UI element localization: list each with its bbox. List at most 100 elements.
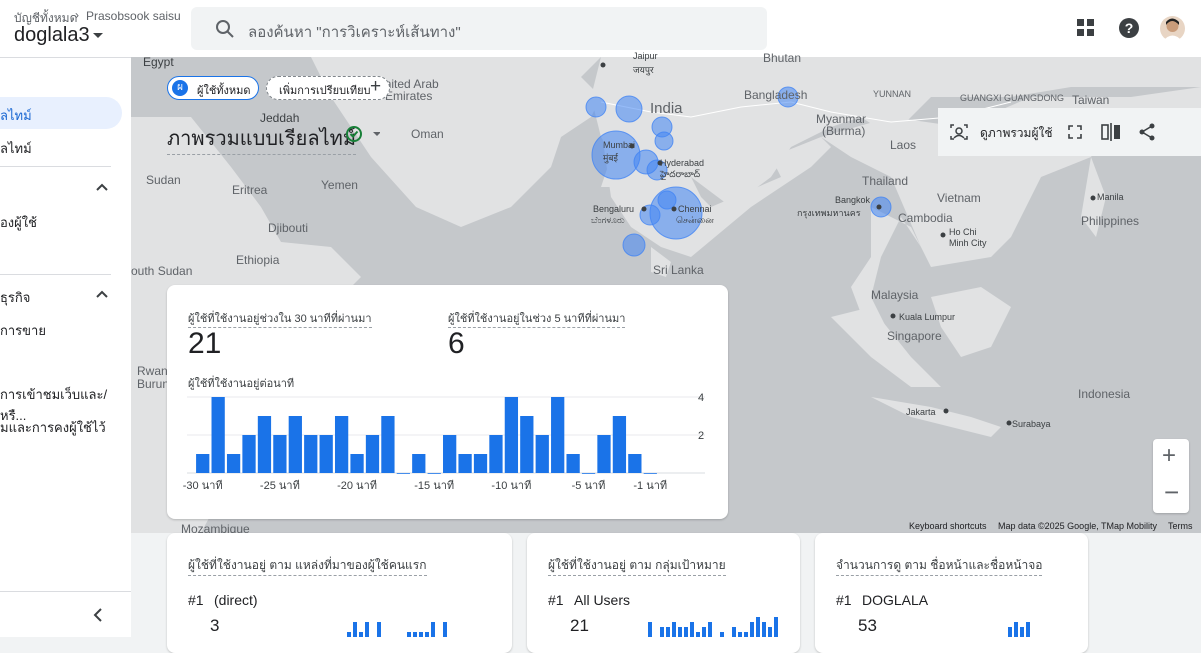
add-comparison-label: เพิ่มการเปรียบเทียบ [279, 85, 371, 97]
map-footer[interactable]: Keyboard shortcuts [909, 521, 987, 531]
map-label: Philippines [1081, 214, 1140, 228]
rank: #1 [836, 592, 852, 608]
divider [0, 274, 111, 275]
map-label: Eritrea [232, 183, 268, 197]
rank: #1 [188, 592, 204, 608]
metric-label: ผู้ใช้ที่ใช้งานอยู่ช่วงใน 30 นาทีที่ผ่าน… [188, 309, 372, 328]
map-label: Chennai [678, 204, 712, 214]
map-label: Manila [1097, 192, 1124, 202]
zoom-in[interactable]: + [1162, 442, 1177, 469]
map-label: Singapore [887, 329, 942, 343]
map-label: मुंबई [603, 153, 618, 163]
breadcrumb-account[interactable]: Prasobsook saisud [86, 9, 181, 23]
map-label: Surabaya [1012, 419, 1051, 429]
card-title[interactable]: ผู้ใช้ที่ใช้งานอยู่ ตาม กลุ่มเป้าหมาย [548, 556, 726, 576]
page-title: ภาพรวมแบบเรียลไทม์ [167, 122, 357, 155]
dropdown-icon[interactable] [92, 32, 104, 40]
svg-text:?: ? [1125, 20, 1134, 36]
map-label: Bangkok [835, 195, 871, 205]
property-name[interactable]: doglala3 [14, 24, 90, 46]
card-title[interactable]: จำนวนการดู ตาม ชื่อหน้าและชื่อหน้าจอ [836, 556, 1043, 576]
map-label: Bengaluru [593, 204, 635, 214]
map-label: Jeddah [260, 111, 300, 125]
nav-item[interactable]: การขาย [0, 323, 46, 338]
map-label: जयपुर [633, 65, 654, 75]
map-label: Oman [411, 127, 444, 141]
compare-icon[interactable] [1101, 123, 1121, 141]
nav-item[interactable]: ลไทม์ [0, 141, 32, 156]
metric-value: 6 [448, 327, 465, 360]
fullscreen-icon[interactable] [1068, 125, 1082, 139]
sidebar: ลไทม์ ลไทม์ องผู้ใช้ ธุรกิจ การขาย การเข… [0, 58, 131, 637]
search-placeholder: ลองค้นหา "การวิเคราะห์เส้นทาง" [248, 24, 461, 41]
header: บัญชีทั้งหมด › Prasobsook saisud doglala… [0, 0, 1201, 58]
map-label: Bangladesh [744, 88, 808, 102]
row-name: DOGLALA [862, 592, 929, 608]
add-comparison[interactable]: เพิ่มการเปรียบเทียบ + [266, 76, 390, 100]
map-label: Ho Chi [949, 227, 977, 237]
map-label: YUNNAN [873, 89, 912, 99]
map-label: outh Sudan [131, 264, 193, 278]
row-name: All Users [574, 592, 631, 608]
collapse-icon[interactable] [96, 183, 108, 191]
map-label: Jaipur [633, 51, 658, 61]
card-title[interactable]: ผู้ใช้ที่ใช้งานอยู่ ตาม แหล่งที่มาของผู้… [188, 556, 427, 576]
map-label: Laos [890, 138, 917, 152]
map-label: Sudan [146, 173, 181, 187]
collapse-icon[interactable] [96, 290, 108, 298]
map-label: ಬೆಂಗಳೂರು [591, 215, 625, 225]
map-label: Myanmar [816, 112, 867, 126]
map-label: (Burma) [822, 124, 866, 138]
map-label: Minh City [949, 238, 987, 248]
map-toolbar: ดูภาพรวมผู้ใช้ [938, 108, 1201, 156]
avatar[interactable] [1160, 16, 1185, 41]
nav-item[interactable]: องผู้ใช้ [0, 215, 37, 230]
map-label: Jakarta [906, 407, 936, 417]
help-icon[interactable]: ? [1118, 17, 1140, 39]
collapse-nav-icon[interactable] [93, 608, 103, 622]
map-label: United Arab [376, 77, 439, 91]
nav-item[interactable]: ลไทม์ [0, 108, 32, 123]
divider [0, 166, 111, 167]
breadcrumb-root[interactable]: บัญชีทั้งหมด [14, 11, 78, 25]
search-box[interactable]: ลองค้นหา "การวิเคราะห์เส้นทาง" [191, 7, 767, 50]
map-label: Mozambique [181, 522, 250, 536]
nav-item[interactable]: การเข้าชมเว็บและ/หรื... [0, 387, 108, 423]
map-footer[interactable]: Terms [1168, 521, 1193, 531]
apps-icon[interactable] [1077, 19, 1095, 37]
chip-label: ผู้ใช้ทั้งหมด [197, 85, 251, 97]
row-name: (direct) [214, 592, 258, 608]
chip-all-users[interactable]: ผ ผู้ใช้ทั้งหมด [167, 76, 259, 100]
plus-icon: + [370, 76, 382, 97]
row-value: 21 [570, 616, 589, 635]
share-icon[interactable] [1138, 123, 1156, 141]
snapshot-icon[interactable] [950, 124, 968, 140]
audience-card [527, 533, 800, 653]
map-label: Bhutan [763, 51, 802, 65]
row-value: 3 [210, 616, 220, 635]
zoom-out[interactable]: − [1164, 477, 1180, 507]
map-label: Mumbai [603, 140, 636, 150]
map-label: சென்னை [676, 215, 714, 225]
map-label: กรุงเทพมหานคร [797, 208, 861, 218]
zoom-control: + − [1153, 439, 1189, 513]
map-label: హైదరాబాద్ [660, 169, 701, 179]
search-icon [216, 20, 234, 38]
chip-avatar: ผ [172, 80, 188, 96]
map-label: Hyderabad [660, 158, 705, 168]
user-snapshot[interactable]: ดูภาพรวมผู้ใช้ [980, 126, 1053, 140]
source-card [167, 533, 512, 653]
map-label: India [650, 100, 683, 117]
metric-value: 21 [188, 327, 222, 360]
map-label: Cambodia [898, 211, 953, 225]
metric-label: ผู้ใช้ที่ใช้งานอยู่ในช่วง 5 นาทีที่ผ่านม… [448, 309, 626, 328]
nav-item[interactable]: มและการคงผู้ใช้ไว้ [0, 420, 106, 435]
map-label: Thailand [862, 174, 909, 188]
map-label: Ethiopia [236, 253, 280, 267]
map-label: Emirates [385, 89, 433, 103]
nav-item[interactable]: ธุรกิจ [0, 290, 31, 305]
status-icon[interactable] [346, 126, 380, 144]
map-label: Indonesia [1078, 387, 1131, 401]
pages-card [815, 533, 1088, 653]
map-label: Vietnam [937, 191, 981, 205]
